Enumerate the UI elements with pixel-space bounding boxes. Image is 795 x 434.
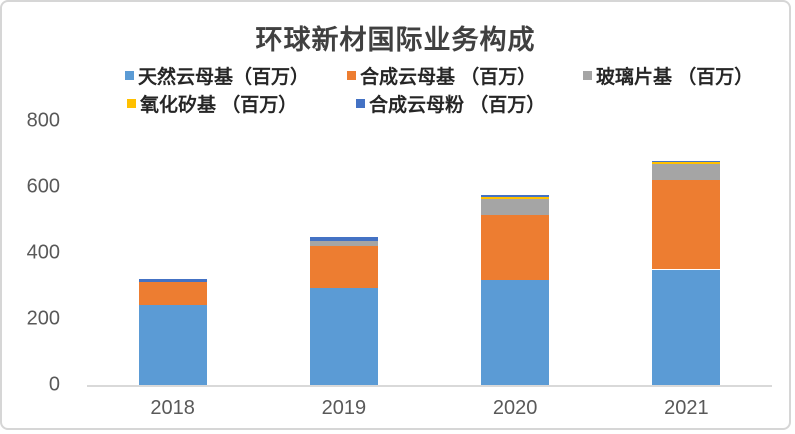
plot-area: 天然云母基（百万） 合成云母基 （百万） 玻璃片基 （百万） 氧化矽基 （百万） 合成云…	[2, 2, 789, 428]
bar-segment-glass-flake-2021	[652, 164, 721, 180]
legend-marker-glass-flake-icon	[583, 70, 592, 80]
bar-segment-synthetic-mica-powder-2018	[138, 279, 207, 283]
chart-title: 环球新材国际业务构成	[255, 25, 536, 55]
bar-segment-synthetic-mica-powder-2021	[652, 160, 721, 163]
legend-label-synthetic-mica: 合成云母基 （百万）	[360, 66, 537, 88]
bar-segment-synthetic-mica-powder-2020	[481, 195, 550, 197]
bar-segment-synthetic-mica-2019	[309, 246, 378, 289]
y-axis-tick-label-600: 600	[26, 175, 60, 198]
legend-item-synthetic-mica-powder: 合成云母粉 （百万）	[356, 92, 546, 116]
x-axis-label-2019: 2019	[321, 397, 367, 419]
bar-segment-natural-mica-2021	[652, 269, 721, 385]
legend-marker-synthetic-mica-powder-icon	[356, 98, 365, 108]
legend-item-synthetic-mica: 合成云母基 （百万）	[347, 64, 537, 88]
bar-segment-glass-flake-2020	[481, 198, 550, 215]
bar-segment-silicon-oxide-2021	[652, 162, 721, 165]
legend-label-glass-flake: 玻璃片基 （百万）	[596, 66, 754, 88]
legend-item-silicon-oxide: 氧化矽基 （百万）	[127, 92, 298, 116]
bar-segment-natural-mica-2019	[309, 288, 378, 385]
legend-label-silicon-oxide: 氧化矽基 （百万）	[140, 94, 298, 116]
legend-marker-synthetic-mica-icon	[347, 70, 356, 80]
y-axis-tick-label-0: 0	[48, 373, 60, 396]
legend-item-glass-flake: 玻璃片基 （百万）	[583, 64, 754, 88]
y-axis-tick-label-400: 400	[26, 241, 60, 264]
legend-item-natural-mica: 天然云母基（百万）	[125, 64, 310, 88]
bar-segment-glass-flake-2019	[309, 241, 378, 247]
bar-segment-synthetic-mica-2020	[481, 214, 550, 281]
legend-label-synthetic-mica-powder: 合成云母粉 （百万）	[369, 94, 546, 116]
x-axis-line	[87, 385, 772, 387]
y-axis-tick-label-200: 200	[26, 307, 60, 330]
bar-segment-natural-mica-2020	[481, 280, 550, 385]
x-axis-label-2020: 2020	[492, 397, 538, 419]
x-axis-label-2018: 2018	[150, 397, 195, 419]
bar-segment-natural-mica-2018	[138, 305, 207, 385]
y-axis-tick-label-800: 800	[26, 109, 60, 132]
bar-segment-synthetic-mica-2021	[652, 179, 721, 270]
bar-segment-silicon-oxide-2020	[481, 196, 550, 199]
x-axis-label-2021: 2021	[664, 397, 709, 419]
legend-label-natural-mica: 天然云母基（百万）	[138, 66, 310, 88]
legend-marker-natural-mica-icon	[125, 70, 134, 80]
bar-segment-synthetic-mica-2018	[138, 282, 207, 306]
legend-marker-silicon-oxide-icon	[127, 98, 136, 108]
bar-segment-synthetic-mica-powder-2019	[309, 237, 378, 242]
